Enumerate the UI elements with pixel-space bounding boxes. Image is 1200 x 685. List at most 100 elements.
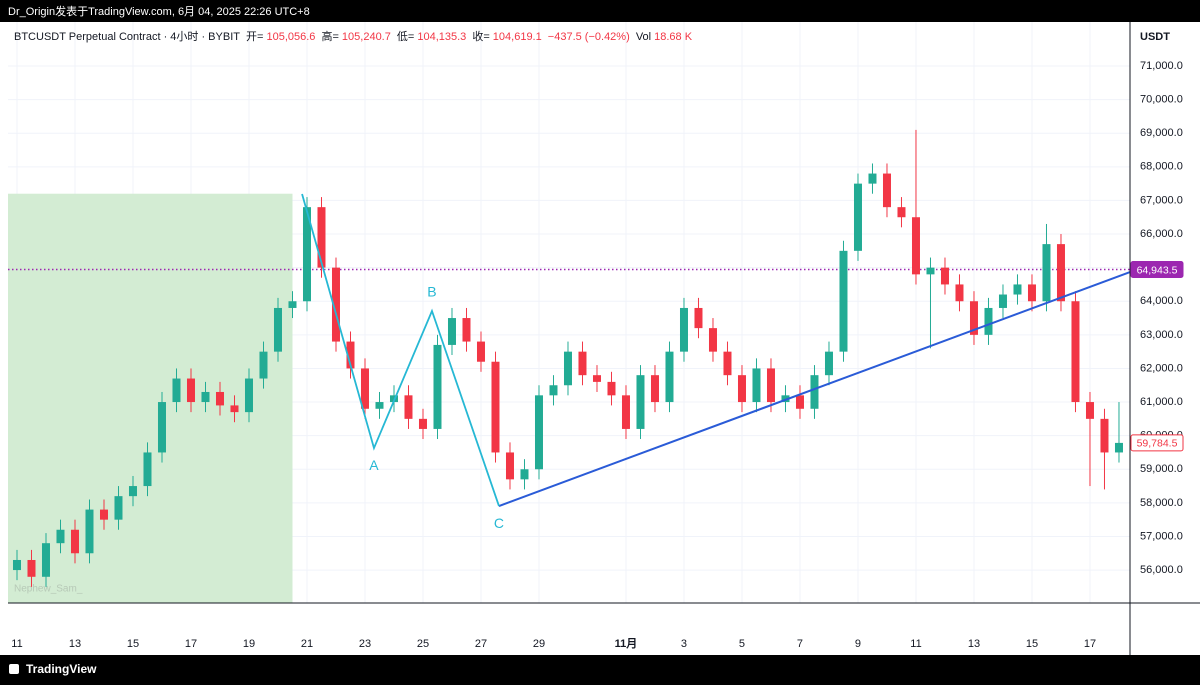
candle-body: [824, 351, 833, 376]
candle-body: [230, 405, 239, 413]
candle-body: [1056, 244, 1065, 302]
y-tick-label: 66,000.0: [1140, 228, 1183, 240]
candle-body: [578, 351, 587, 376]
x-tick-label: 23: [359, 638, 371, 650]
field-value: 104,619.1: [492, 31, 542, 43]
candle-body: [360, 368, 369, 409]
candle-body: [940, 267, 949, 285]
y-tick-label: 67,000.0: [1140, 194, 1183, 206]
candle-body: [868, 173, 877, 184]
candle-body: [157, 402, 166, 453]
plot: 56,000.057,000.058,000.059,000.060,000.0…: [8, 22, 1200, 655]
x-tick-label: 15: [127, 638, 139, 650]
candle-body: [897, 207, 906, 218]
candle-body: [694, 307, 703, 329]
axis-unit: USDT: [1140, 31, 1170, 43]
y-tick-label: 71,000.0: [1140, 60, 1183, 72]
logo: [9, 664, 19, 674]
candle-body: [1114, 442, 1123, 453]
pattern-label: A: [369, 457, 379, 473]
vol-label: Vol: [635, 31, 652, 43]
candle-body: [447, 318, 456, 345]
candle-body: [143, 452, 152, 487]
field-value: 105,240.7: [341, 31, 391, 43]
candle-body: [375, 402, 384, 409]
candle-body: [969, 301, 978, 335]
candle-body: [273, 307, 282, 352]
x-tick-label: 3: [681, 638, 687, 650]
candle-body: [433, 344, 442, 429]
candle-body: [955, 284, 964, 302]
candle-body: [911, 217, 920, 275]
x-tick-label: 11月: [615, 637, 638, 650]
candle-body: [418, 418, 427, 429]
field-value: 105,056.6: [266, 31, 316, 43]
y-tick-label: 69,000.0: [1140, 127, 1183, 139]
candle-body: [708, 328, 717, 352]
candle-body: [1042, 244, 1051, 302]
footer-text: TradingView: [26, 662, 97, 676]
x-tick-label: 29: [533, 638, 545, 650]
candle-body: [984, 307, 993, 335]
price-tag: [1130, 434, 1184, 452]
pattern-line: [301, 193, 500, 507]
legend: BTCUSDT Perpetual Contract · 4小时 · BYBIT…: [14, 28, 695, 44]
y-tick-label: 68,000.0: [1140, 161, 1183, 173]
y-tick-label: 62,000.0: [1140, 362, 1183, 374]
x-tick-label: 27: [475, 638, 487, 650]
candle-body: [99, 509, 108, 520]
candle-body: [27, 559, 36, 577]
candle-body: [549, 385, 558, 396]
candle-body: [56, 529, 65, 544]
candle-body: [563, 351, 572, 386]
candle-body: [288, 301, 297, 308]
candle-body: [766, 368, 775, 403]
field-value: 104,135.3: [417, 31, 467, 43]
x-tick-label: 11: [11, 638, 22, 650]
candle-body: [520, 469, 529, 480]
vol-value: 18.68 K: [654, 31, 693, 43]
candle-body: [302, 207, 311, 302]
candle-body: [853, 183, 862, 251]
x-tick-label: 17: [185, 638, 197, 650]
y-tick-label: 57,000.0: [1140, 530, 1183, 542]
candle-body: [12, 559, 21, 571]
candle-body: [404, 395, 413, 419]
candle-body: [636, 375, 645, 429]
candle-body: [723, 351, 732, 376]
y-tick-label: 64,000.0: [1140, 295, 1183, 307]
candle-body: [128, 486, 137, 497]
candle-body: [505, 452, 514, 480]
candle-body: [491, 361, 500, 453]
x-tick-label: 15: [1026, 638, 1038, 650]
candle-body: [70, 529, 79, 554]
price-tag-label: 64,943.5: [1137, 264, 1178, 276]
x-tick-label: 11: [910, 638, 921, 650]
candle-body: [201, 391, 210, 403]
change: −437.5 (−0.42%): [547, 31, 630, 43]
field-label: 低=: [396, 31, 415, 43]
watermark: Nephew_Sam_: [14, 584, 83, 595]
candle-body: [592, 375, 601, 382]
candle-body: [41, 543, 50, 577]
price-tag: [1130, 261, 1184, 279]
field-label: 收=: [472, 31, 490, 43]
candle-body: [1085, 402, 1094, 419]
candle-body: [462, 318, 471, 342]
field-label: 开=: [246, 31, 264, 43]
x-tick-label: 5: [739, 638, 745, 650]
x-tick-label: 17: [1084, 638, 1096, 650]
candle-body: [665, 351, 674, 403]
candle-body: [186, 378, 195, 403]
candle-body: [346, 341, 355, 369]
candle-body: [679, 307, 688, 352]
y-tick-label: 56,000.0: [1140, 564, 1183, 576]
pattern-label: C: [494, 515, 504, 531]
candle-body: [795, 395, 804, 409]
candle-body: [1013, 284, 1022, 295]
trend-line: [498, 271, 1131, 507]
top-bar: [0, 0, 1200, 22]
top-bar-text: Dr_Origin发表于TradingView.com, 6月 04, 2025…: [8, 4, 310, 18]
